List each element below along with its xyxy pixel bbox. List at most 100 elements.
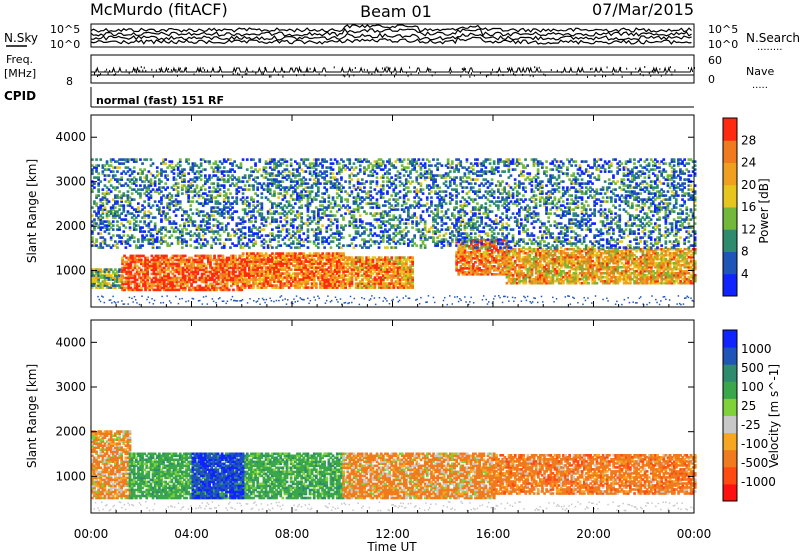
data-cell (217, 278, 221, 282)
data-cell (215, 264, 218, 268)
data-cell (146, 276, 149, 280)
data-cell (165, 272, 168, 276)
data-cell (171, 264, 175, 268)
data-cell (256, 270, 260, 273)
data-cell (121, 286, 124, 290)
data-cell (188, 266, 191, 270)
data-cell (217, 282, 221, 286)
data-cell (178, 164, 182, 167)
data-cell (241, 272, 245, 275)
data-cell (273, 272, 276, 275)
data-cell (163, 270, 166, 274)
data-cell (217, 264, 221, 268)
data-cell (181, 288, 185, 292)
data-cell (271, 284, 274, 287)
data-cell (167, 272, 170, 276)
data-cell (129, 274, 133, 278)
data-cell (252, 254, 255, 257)
data-cell (227, 278, 231, 282)
data-cell (160, 232, 163, 235)
data-cell (271, 272, 274, 275)
data-cell (140, 280, 143, 284)
data-cell (260, 268, 264, 271)
data-cell (177, 284, 181, 288)
data-cell (93, 274, 96, 277)
data-cell (127, 284, 131, 288)
data-cell (167, 266, 170, 270)
nave-point (594, 74, 596, 77)
nave-point (314, 69, 316, 72)
data-cell (207, 256, 210, 260)
data-cell (158, 268, 162, 272)
data-cell (128, 220, 132, 223)
data-cell (140, 268, 143, 272)
data-cell (222, 184, 226, 187)
nave-point (210, 74, 212, 77)
data-cell (208, 186, 211, 189)
data-cell (131, 254, 135, 258)
data-cell (221, 262, 225, 266)
data-cell (232, 282, 235, 286)
data-cell (156, 284, 160, 288)
nave-label: Nave (746, 65, 774, 78)
data-cell (158, 280, 162, 284)
data-cell (160, 254, 164, 258)
nave-point (605, 75, 607, 78)
data-cell (209, 278, 212, 282)
data-cell (234, 274, 237, 278)
nave-point (606, 66, 608, 69)
data-cell (269, 276, 272, 279)
data-cell (232, 270, 235, 274)
data-cell (211, 288, 214, 292)
data-cell (175, 262, 179, 266)
data-cell (163, 282, 166, 286)
data-cell (256, 272, 260, 275)
data-cell (188, 256, 191, 260)
data-cell (227, 188, 230, 191)
data-cell (125, 280, 128, 284)
data-cell (266, 276, 270, 279)
data-cell (154, 280, 158, 284)
data-cell (171, 268, 175, 272)
data-cell (133, 254, 137, 258)
nave-right-bottom: 0 (708, 73, 715, 86)
data-cell (217, 276, 221, 280)
data-cell (154, 262, 158, 266)
data-cell (131, 266, 135, 270)
data-cell (271, 262, 274, 265)
data-cell (262, 284, 266, 287)
data-cell (245, 252, 249, 255)
data-cell (93, 280, 96, 283)
data-cell (241, 262, 245, 265)
data-cell (152, 256, 156, 260)
data-cell (173, 288, 177, 292)
data-cell (258, 276, 262, 279)
data-cell (152, 288, 156, 292)
data-cell (125, 278, 128, 282)
data-cell (260, 278, 264, 281)
data-cell (256, 256, 260, 259)
nave-point (395, 72, 397, 75)
nave-point (244, 73, 246, 76)
nave-point (540, 69, 542, 72)
data-cell (269, 282, 272, 285)
data-cell (211, 278, 214, 282)
data-cell (194, 268, 198, 272)
nave-point (576, 73, 578, 76)
data-cell (221, 258, 225, 262)
data-cell (260, 282, 264, 285)
data-cell (160, 276, 164, 280)
data-cell (243, 258, 247, 261)
data-cell (165, 262, 168, 266)
nave-point (282, 75, 284, 78)
data-cell (252, 278, 255, 281)
data-cell (185, 240, 188, 243)
data-cell (220, 222, 224, 225)
data-cell (123, 280, 126, 284)
data-cell (262, 286, 266, 289)
data-cell (227, 264, 231, 268)
data-cell (99, 274, 103, 277)
data-cell (118, 270, 121, 273)
data-cell (215, 268, 218, 272)
data-cell (186, 280, 189, 284)
